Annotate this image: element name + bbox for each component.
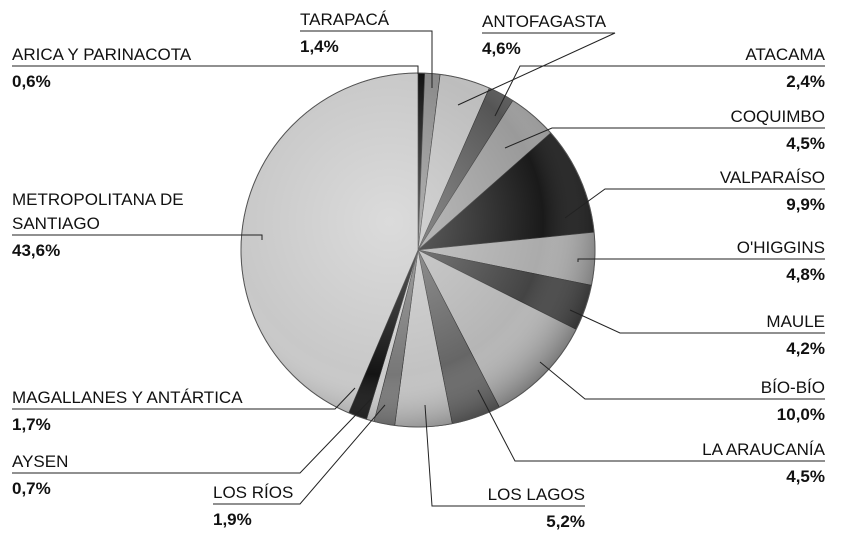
leader-line [12,397,373,474]
slice-value-label: 4,2% [786,339,825,358]
slice-value-label: 0,7% [12,479,51,498]
leader-line [569,309,825,334]
slice-label: ANTOFAGASTA [482,12,607,31]
slice-label: TARAPACÁ [300,10,390,29]
leader-line [457,32,616,106]
slice-value-label: 10,0% [777,405,825,424]
slice-label: METROPOLITANA DE SANTIAGO [12,190,188,233]
slice-label: LA ARAUCANÍA [702,440,825,459]
slice-value-label: 1,4% [300,37,339,56]
leader-line [577,258,825,262]
leader-line [300,30,433,88]
slice-value-label: 1,9% [213,510,252,529]
leader-line [494,65,825,117]
leader-line [564,188,825,219]
slice-value-label: 4,5% [786,467,825,486]
slice-value-label: 9,9% [786,195,825,214]
slice-label: ATACAMA [745,45,825,64]
slice-label: LOS LAGOS [488,485,585,504]
leader-line [424,404,585,507]
slice-value-label: 0,6% [12,72,51,91]
slice-label: BÍO-BÍO [761,378,825,397]
leader-line [477,389,825,462]
leader-line [12,387,356,410]
leader-line [504,127,825,149]
slice-label: LOS RÍOS [213,483,293,502]
slice-value-label: 43,6% [12,241,60,260]
leader-line [12,234,263,240]
slice-value-label: 2,4% [786,72,825,91]
slice-label: MAGALLANES Y ANTÁRTICA [12,388,243,407]
slice-value-label: 4,5% [786,134,825,153]
leader-line [213,404,386,505]
leader-line [539,361,825,400]
slice-label: ARICA Y PARINACOTA [12,45,192,64]
slice-label: AYSEN [12,452,68,471]
slice-label: MAULE [766,312,825,331]
slice-value-label: 1,7% [12,415,51,434]
slice-label: O'HIGGINS [737,238,825,257]
labels: ARICA Y PARINACOTA 0,6% TARAPACÁ 1,4% ANTOFA… [12,10,826,531]
leader-line [12,65,419,74]
pie [240,72,596,428]
slice-value-label: 4,8% [786,265,825,284]
slice-label: COQUIMBO [731,107,825,126]
slice-value-label: 4,6% [482,39,521,58]
slice-label: VALPARAÍSO [720,168,825,187]
slice-value-label: 5,2% [546,512,585,531]
